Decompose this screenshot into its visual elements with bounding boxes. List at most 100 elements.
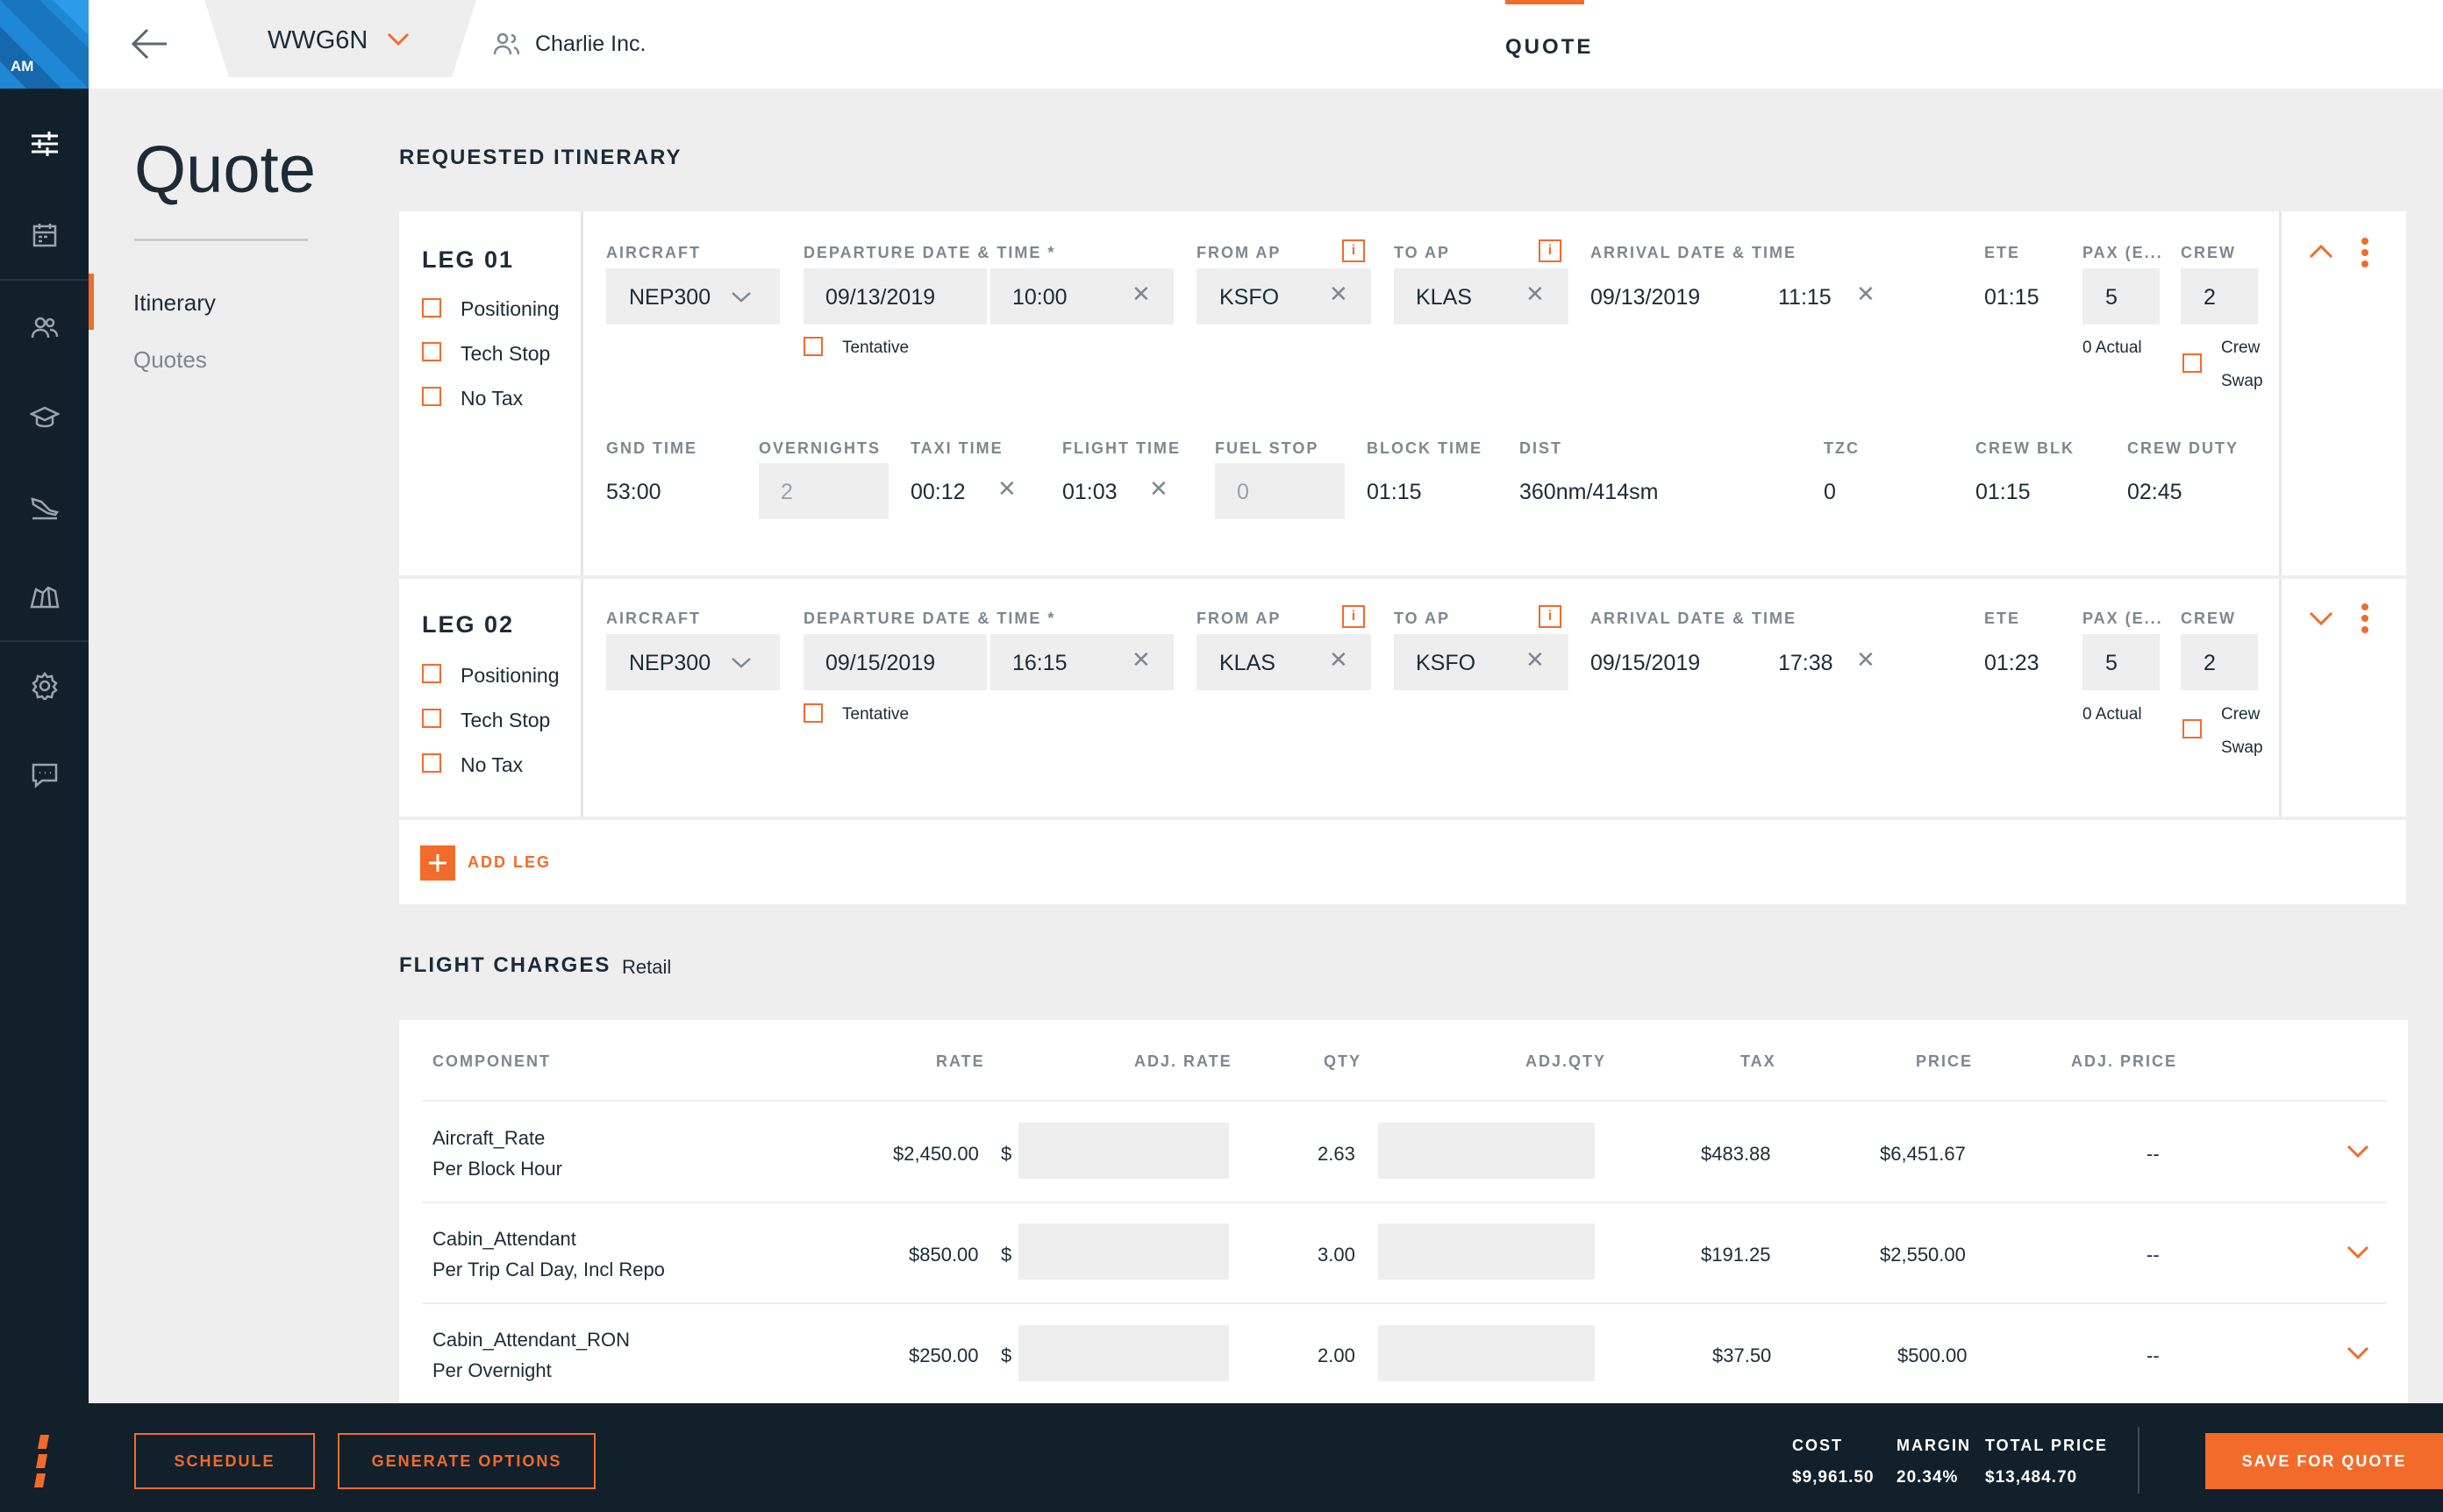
positioning-checkbox[interactable] bbox=[422, 298, 441, 317]
arrival-date-value[interactable]: 09/15/2019 bbox=[1590, 651, 1701, 675]
info-icon[interactable]: i bbox=[1539, 239, 1561, 262]
map-icon[interactable] bbox=[0, 561, 89, 631]
aircraft-value: NEP300 bbox=[629, 285, 711, 310]
leg-divider bbox=[399, 575, 2406, 579]
clear-icon[interactable]: ✕ bbox=[1856, 646, 1875, 673]
departure-time-input[interactable] bbox=[990, 634, 1174, 690]
clear-icon[interactable]: ✕ bbox=[1856, 281, 1875, 307]
clear-icon[interactable]: ✕ bbox=[1132, 281, 1151, 307]
trip-ref[interactable]: WWG6N bbox=[268, 26, 368, 54]
airplane-icon[interactable] bbox=[0, 472, 89, 542]
arrival-time-value[interactable]: 17:38 bbox=[1778, 651, 1833, 675]
pax-input[interactable] bbox=[2082, 634, 2160, 690]
to-ap-input[interactable] bbox=[1394, 268, 1568, 325]
margin-label: MARGIN bbox=[1897, 1437, 1971, 1454]
crew-input[interactable] bbox=[2181, 634, 2258, 690]
overnights-input[interactable] bbox=[759, 463, 889, 519]
crew-swap-checkbox[interactable] bbox=[2182, 353, 2202, 373]
no-tax-checkbox[interactable] bbox=[422, 387, 441, 406]
generate-options-button[interactable]: GENERATE OPTIONS bbox=[338, 1433, 596, 1489]
crew-label: CREW bbox=[2181, 610, 2236, 627]
more-vertical-icon[interactable] bbox=[2360, 237, 2370, 268]
row-divider bbox=[422, 1302, 2387, 1304]
nav-item-quotes[interactable]: Quotes bbox=[133, 346, 207, 373]
departure-date-input[interactable] bbox=[804, 634, 987, 690]
no-tax-label: No Tax bbox=[461, 753, 524, 776]
crew-swap-checkbox[interactable] bbox=[2182, 719, 2202, 738]
tentative-checkbox[interactable] bbox=[804, 703, 823, 723]
to-ap-input[interactable] bbox=[1394, 634, 1568, 690]
crew-value: 2 bbox=[2204, 651, 2216, 675]
chevron-down-icon[interactable] bbox=[2347, 1145, 2369, 1159]
from-ap-value: KSFO bbox=[1219, 285, 1280, 310]
add-leg-label[interactable]: ADD LEG bbox=[468, 853, 551, 871]
gear-icon[interactable] bbox=[0, 651, 89, 721]
adj-qty-input[interactable] bbox=[1378, 1223, 1595, 1280]
adj-rate-input[interactable] bbox=[1018, 1325, 1229, 1381]
tech-stop-checkbox[interactable] bbox=[422, 342, 441, 361]
ete-label: ETE bbox=[1984, 610, 2021, 627]
add-leg-button[interactable] bbox=[420, 845, 455, 881]
taxi-time-value[interactable]: 00:12 bbox=[911, 480, 966, 504]
clear-icon[interactable]: ✕ bbox=[1329, 646, 1348, 673]
no-tax-checkbox[interactable] bbox=[422, 753, 441, 773]
graduation-cap-icon[interactable] bbox=[0, 382, 89, 453]
clear-icon[interactable]: ✕ bbox=[1132, 646, 1151, 673]
trip-ref-tab[interactable] bbox=[204, 0, 476, 77]
info-icon[interactable]: i bbox=[1342, 239, 1365, 262]
app-logo[interactable]: AM bbox=[0, 0, 89, 89]
positioning-checkbox[interactable] bbox=[422, 664, 441, 683]
adj-qty-input[interactable] bbox=[1378, 1325, 1595, 1381]
total-price-label: TOTAL PRICE bbox=[1985, 1437, 2109, 1454]
clear-icon[interactable]: ✕ bbox=[997, 475, 1017, 502]
section-title-itinerary: REQUESTED ITINERARY bbox=[399, 146, 682, 169]
chevron-down-icon[interactable] bbox=[387, 32, 410, 47]
aircraft-select[interactable] bbox=[606, 268, 780, 325]
info-icon[interactable]: i bbox=[1342, 605, 1365, 628]
block-time-label: BLOCK TIME bbox=[1367, 439, 1482, 457]
arrival-date-value[interactable]: 09/13/2019 bbox=[1590, 285, 1701, 310]
chevron-down-icon[interactable] bbox=[2309, 610, 2333, 626]
chevron-down-icon[interactable] bbox=[2347, 1245, 2369, 1259]
schedule-button[interactable]: SCHEDULE bbox=[134, 1433, 315, 1489]
chevron-up-icon[interactable] bbox=[2309, 244, 2333, 260]
chat-icon[interactable] bbox=[0, 740, 89, 810]
section-title-charges: FLIGHT CHARGES bbox=[399, 953, 611, 977]
back-arrow-icon[interactable] bbox=[130, 26, 168, 61]
adj-rate-input[interactable] bbox=[1018, 1223, 1229, 1280]
flight-time-value[interactable]: 01:03 bbox=[1062, 480, 1118, 504]
clear-icon[interactable]: ✕ bbox=[1525, 281, 1545, 307]
aircraft-select[interactable] bbox=[606, 634, 780, 690]
pax-input[interactable] bbox=[2082, 268, 2160, 325]
tech-stop-checkbox[interactable] bbox=[422, 709, 441, 728]
sliders-icon[interactable] bbox=[0, 109, 89, 179]
tab-quote[interactable]: QUOTE bbox=[1505, 35, 1594, 59]
pricing-mode[interactable]: Retail bbox=[622, 956, 672, 978]
fuel-stop-input[interactable] bbox=[1215, 463, 1345, 519]
adj-qty-input[interactable] bbox=[1378, 1123, 1595, 1179]
row-divider bbox=[422, 1202, 2387, 1203]
calendar-icon[interactable] bbox=[0, 200, 89, 270]
chevron-down-icon[interactable] bbox=[2347, 1346, 2369, 1360]
more-vertical-icon[interactable] bbox=[2360, 603, 2370, 634]
info-icon[interactable]: i bbox=[1539, 605, 1561, 628]
clear-icon[interactable]: ✕ bbox=[1525, 646, 1545, 673]
crew-input[interactable] bbox=[2181, 268, 2258, 325]
people-icon[interactable] bbox=[0, 293, 89, 363]
nav-item-itinerary[interactable]: Itinerary bbox=[133, 289, 216, 316]
save-for-quote-button[interactable]: SAVE FOR QUOTE bbox=[2205, 1433, 2443, 1489]
component-name: Cabin_Attendant_RON bbox=[432, 1329, 631, 1351]
from-ap-input[interactable] bbox=[1196, 268, 1371, 325]
active-tab-underline bbox=[1505, 0, 1584, 4]
crew-blk-label: CREW BLK bbox=[1975, 439, 2075, 457]
adj-rate-input[interactable] bbox=[1018, 1123, 1229, 1179]
to-ap-value: KLAS bbox=[1416, 285, 1472, 310]
clear-icon[interactable]: ✕ bbox=[1149, 475, 1168, 502]
ete-value: 01:15 bbox=[1984, 285, 2039, 310]
departure-date-input[interactable] bbox=[804, 268, 987, 325]
from-ap-input[interactable] bbox=[1196, 634, 1371, 690]
tentative-checkbox[interactable] bbox=[804, 337, 823, 356]
departure-time-input[interactable] bbox=[990, 268, 1174, 325]
arrival-time-value[interactable]: 11:15 bbox=[1778, 285, 1832, 310]
clear-icon[interactable]: ✕ bbox=[1329, 281, 1348, 307]
